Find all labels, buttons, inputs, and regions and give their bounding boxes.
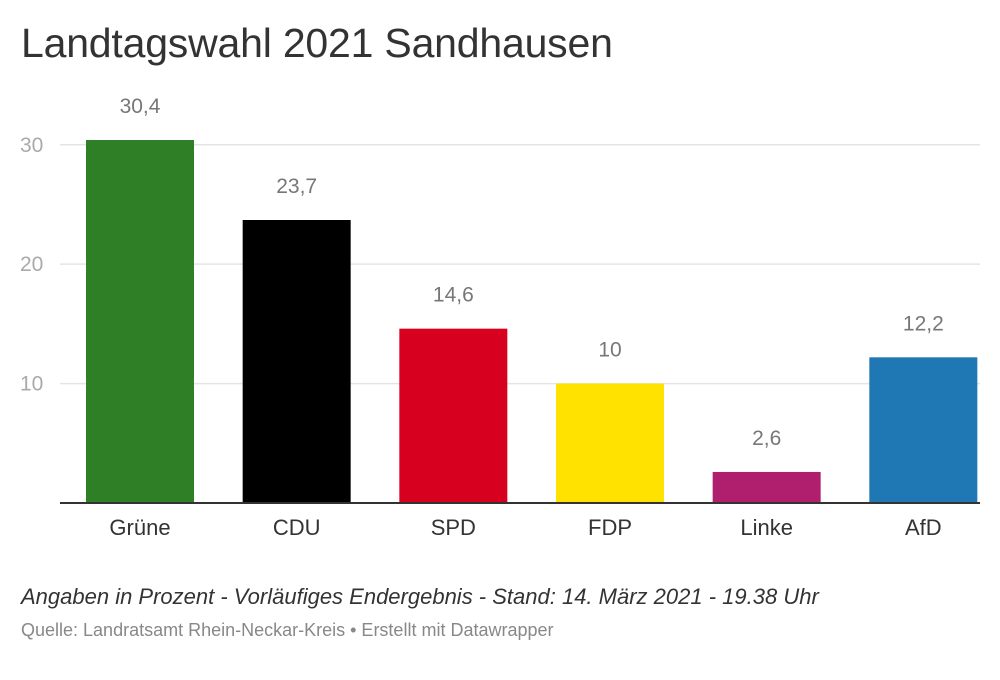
value-label: 2,6: [752, 427, 781, 450]
category-label: Linke: [740, 515, 793, 540]
category-label: Grüne: [109, 515, 170, 540]
category-label: AfD: [905, 515, 942, 540]
value-label: 30,4: [120, 95, 161, 118]
value-label: 14,6: [433, 284, 474, 307]
chart-notes: Angaben in Prozent - Vorläufiges Enderge…: [21, 584, 819, 609]
bar-linke: [712, 471, 821, 503]
y-tick-label: 20: [20, 253, 43, 276]
labels: 10 20 30 30,4 Grüne 23,7 CDU 14,6 SPD 10 FDP 2,6 Lin…: [20, 95, 980, 540]
category-label: FDP: [588, 515, 632, 540]
bar-fdp: [556, 383, 664, 503]
gridlines: [60, 144, 980, 385]
value-label: 10: [598, 339, 621, 362]
bar-chart: 10 20 30 30,4 Grüne 23,7 CDU 14,6 SPD 10 FDP 2,6 Lin…: [20, 95, 980, 540]
bars: [86, 140, 978, 503]
bar-afd: [869, 357, 978, 503]
bar-grüne: [86, 140, 194, 503]
category-label: CDU: [273, 515, 321, 540]
y-tick-label: 10: [20, 373, 43, 396]
chart-source: Quelle: Landratsamt Rhein-Neckar-Kreis •…: [21, 620, 554, 640]
value-label: 23,7: [276, 175, 317, 198]
y-tick-label: 30: [20, 134, 43, 157]
value-label: 12,2: [903, 312, 944, 335]
bar-cdu: [242, 220, 351, 503]
category-label: SPD: [431, 515, 476, 540]
bar-spd: [399, 328, 508, 503]
chart-title: Landtagswahl 2021 Sandhausen: [21, 20, 613, 66]
